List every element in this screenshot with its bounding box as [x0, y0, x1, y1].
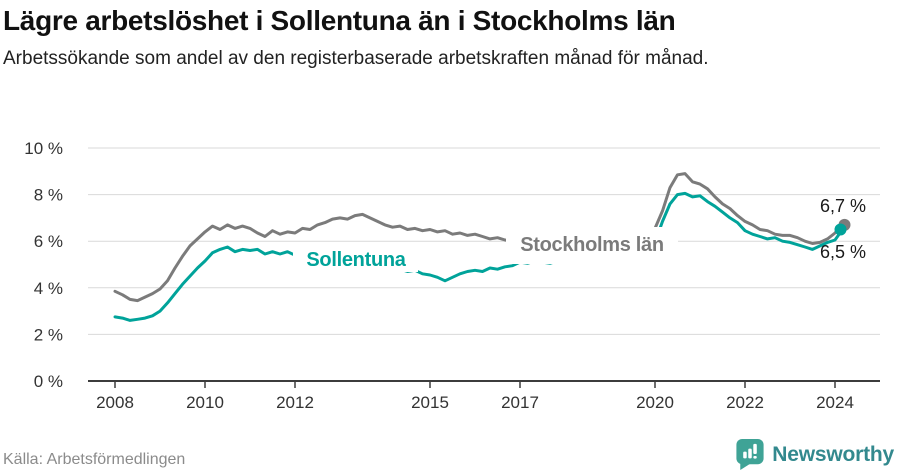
y-axis-label: 4 % — [34, 279, 63, 298]
y-axis-label: 0 % — [34, 372, 63, 391]
series-label: Sollentuna — [306, 249, 406, 271]
y-axis-label: 10 % — [24, 139, 63, 158]
y-axis-label: 2 % — [34, 325, 63, 344]
x-axis-label: 2015 — [411, 393, 449, 412]
series-label: Stockholms län — [520, 234, 664, 256]
x-axis-label: 2012 — [276, 393, 314, 412]
chart-title: Lägre arbetslöshet i Sollentuna än i Sto… — [3, 5, 676, 36]
newsworthy-logo: Newsworthy — [735, 438, 894, 471]
x-axis-label: 2022 — [726, 393, 764, 412]
series-line-sollentuna — [113, 191, 844, 322]
x-axis-label: 2010 — [186, 393, 224, 412]
series-label-mask — [506, 227, 678, 264]
end-value-label: 6,7 % — [820, 196, 866, 216]
x-axis-label: 2017 — [501, 393, 539, 412]
x-axis-label: 2020 — [636, 393, 674, 412]
series-line-stockholms-lan — [113, 172, 844, 303]
newsworthy-wordmark: Newsworthy — [772, 442, 894, 466]
newsworthy-bar-chart-icon — [736, 438, 764, 471]
series-label-mask — [293, 245, 418, 272]
source-note: Källa: Arbetsförmedlingen — [3, 451, 186, 468]
end-value-label: 6,5 % — [820, 242, 866, 262]
x-axis-label: 2008 — [96, 393, 134, 412]
x-axis-label: 2024 — [816, 393, 854, 412]
y-axis-label: 6 % — [34, 232, 63, 251]
end-dot-sollentuna — [834, 223, 847, 236]
chart-subtitle: Arbetssökande som andel av den registerb… — [3, 48, 709, 70]
y-axis-label: 8 % — [34, 186, 63, 205]
